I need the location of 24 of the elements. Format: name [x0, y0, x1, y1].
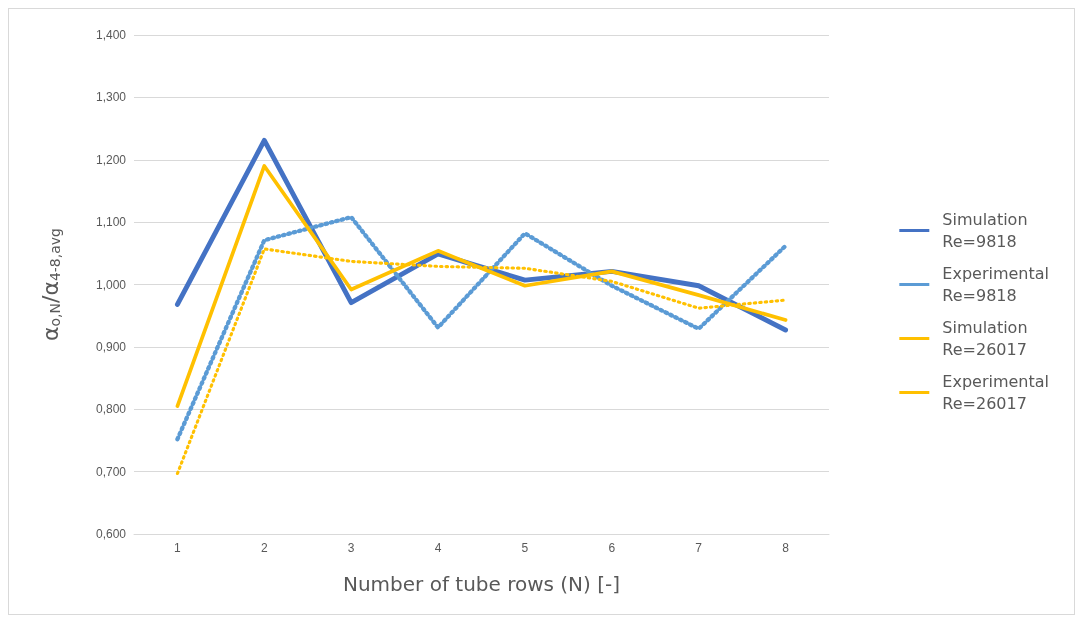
- x-tick-label: 2: [260, 541, 268, 555]
- x-tick-label: 8: [782, 541, 790, 555]
- y-tick-label: 1,100: [95, 215, 127, 230]
- legend-label: Simulation Re=9818: [942, 210, 1028, 251]
- y-tick-label: 1,200: [95, 152, 127, 167]
- y-tick-label: 1,400: [95, 28, 127, 42]
- x-tick-label: 5: [521, 541, 529, 555]
- x-tick-label: 3: [347, 541, 355, 555]
- y-tick-label: 0,900: [95, 339, 127, 354]
- x-tick-label: 7: [695, 541, 703, 555]
- x-axis-title: Number of tube rows (N) [-]: [342, 572, 621, 596]
- x-tick-label: 1: [174, 541, 182, 555]
- legend-label: Experimental Re=26017: [942, 372, 1050, 413]
- y-tick-label: 0,600: [95, 527, 127, 541]
- x-tick-label: 4: [434, 541, 442, 555]
- x-tick-label: 6: [608, 541, 616, 555]
- y-tick-label: 0,800: [95, 402, 127, 417]
- line-series: [175, 214, 788, 442]
- legend-label: Simulation Re=26017: [942, 318, 1028, 359]
- y-tick-label: 1,000: [95, 277, 127, 292]
- y-axis-title: αo,N/α4-8,avg: [37, 228, 63, 341]
- y-tick-label: 1,300: [95, 90, 127, 105]
- legend-label: Experimental Re=9818: [942, 264, 1050, 305]
- y-tick-label: 0,700: [95, 464, 127, 479]
